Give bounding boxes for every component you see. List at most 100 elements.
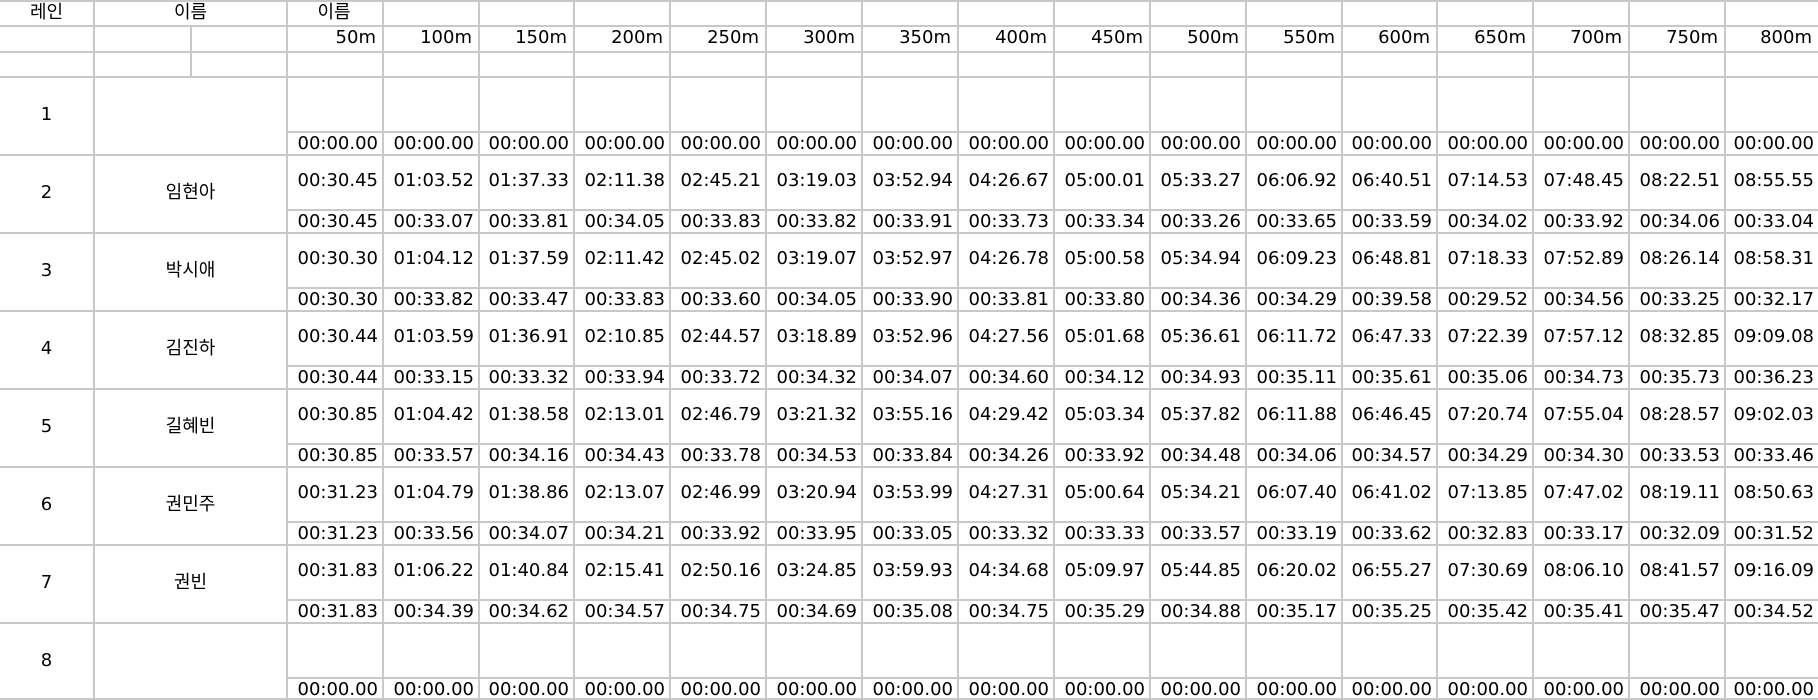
lane-number[interactable]: 4 (40, 338, 53, 359)
cumulative-time[interactable]: 06:11.88 (1256, 404, 1338, 425)
cumulative-time[interactable]: 07:55.04 (1543, 404, 1625, 425)
split-time[interactable]: 00:00.00 (1160, 133, 1242, 154)
cumulative-time[interactable]: 06:41.02 (1351, 482, 1433, 503)
cumulative-time[interactable]: 09:02.03 (1733, 404, 1815, 425)
cumulative-time[interactable]: 05:00.01 (1064, 170, 1146, 191)
split-time[interactable]: 00:34.26 (968, 445, 1050, 466)
cumulative-time[interactable]: 01:37.59 (488, 248, 570, 269)
lane-number[interactable]: 5 (40, 416, 53, 437)
header-distance[interactable]: 300m (803, 27, 855, 48)
split-time[interactable]: 00:35.06 (1447, 367, 1529, 388)
cumulative-time[interactable]: 03:19.07 (776, 248, 858, 269)
split-time[interactable]: 00:32.09 (1639, 523, 1721, 544)
header-distance[interactable]: 800m (1760, 27, 1812, 48)
split-time[interactable]: 00:34.05 (776, 289, 858, 310)
cumulative-time[interactable]: 03:52.96 (872, 326, 954, 347)
split-time[interactable]: 00:33.04 (1733, 211, 1815, 232)
split-time[interactable]: 00:34.39 (393, 601, 475, 622)
cumulative-time[interactable]: 03:24.85 (776, 560, 858, 581)
cumulative-time[interactable]: 05:34.94 (1160, 248, 1242, 269)
split-time[interactable]: 00:33.95 (776, 523, 858, 544)
split-time[interactable]: 00:00.00 (393, 679, 475, 700)
split-time[interactable]: 00:00.00 (1447, 133, 1529, 154)
cumulative-time[interactable]: 03:18.89 (776, 326, 858, 347)
split-time[interactable]: 00:34.57 (1351, 445, 1433, 466)
cumulative-time[interactable]: 08:32.85 (1639, 326, 1721, 347)
split-time[interactable]: 00:33.81 (488, 211, 570, 232)
split-time[interactable]: 00:34.12 (1064, 367, 1146, 388)
split-time[interactable]: 00:00.00 (1351, 133, 1433, 154)
split-time[interactable]: 00:00.00 (680, 679, 762, 700)
split-time[interactable]: 00:34.56 (1543, 289, 1625, 310)
split-time[interactable]: 00:00.00 (1639, 679, 1721, 700)
split-time[interactable]: 00:34.48 (1160, 445, 1242, 466)
split-time[interactable]: 00:00.00 (297, 679, 379, 700)
split-time[interactable]: 00:33.34 (1064, 211, 1146, 232)
split-time[interactable]: 00:34.53 (776, 445, 858, 466)
header-distance[interactable]: 400m (995, 27, 1047, 48)
cumulative-time[interactable]: 00:30.85 (297, 404, 379, 425)
split-time[interactable]: 00:30.30 (297, 289, 379, 310)
split-time[interactable]: 00:00.00 (488, 679, 570, 700)
split-time[interactable]: 00:33.78 (680, 445, 762, 466)
split-time[interactable]: 00:33.83 (680, 211, 762, 232)
cumulative-time[interactable]: 06:46.45 (1351, 404, 1433, 425)
cumulative-time[interactable]: 01:04.79 (393, 482, 475, 503)
cumulative-time[interactable]: 00:30.44 (297, 326, 379, 347)
cumulative-time[interactable]: 07:30.69 (1447, 560, 1529, 581)
split-time[interactable]: 00:31.23 (297, 523, 379, 544)
header-distance[interactable]: 500m (1187, 27, 1239, 48)
split-time[interactable]: 00:34.52 (1733, 601, 1815, 622)
split-time[interactable]: 00:36.23 (1733, 367, 1815, 388)
split-time[interactable]: 00:34.06 (1639, 211, 1721, 232)
split-time[interactable]: 00:00.00 (968, 133, 1050, 154)
cumulative-time[interactable]: 01:03.59 (393, 326, 475, 347)
split-time[interactable]: 00:33.57 (1160, 523, 1242, 544)
cumulative-time[interactable]: 01:40.84 (488, 560, 570, 581)
cumulative-time[interactable]: 03:53.99 (872, 482, 954, 503)
cumulative-time[interactable]: 02:11.38 (584, 170, 666, 191)
cumulative-time[interactable]: 04:26.78 (968, 248, 1050, 269)
header-distance[interactable]: 350m (899, 27, 951, 48)
cumulative-time[interactable]: 05:01.68 (1064, 326, 1146, 347)
cumulative-time[interactable]: 06:11.72 (1256, 326, 1338, 347)
cumulative-time[interactable]: 05:00.64 (1064, 482, 1146, 503)
split-time[interactable]: 00:30.45 (297, 211, 379, 232)
split-time[interactable]: 00:33.25 (1639, 289, 1721, 310)
cumulative-time[interactable]: 07:18.33 (1447, 248, 1529, 269)
cumulative-time[interactable]: 07:20.74 (1447, 404, 1529, 425)
cumulative-time[interactable]: 02:13.07 (584, 482, 666, 503)
split-time[interactable]: 00:00.00 (680, 133, 762, 154)
cumulative-time[interactable]: 01:04.42 (393, 404, 475, 425)
cumulative-time[interactable]: 08:19.11 (1639, 482, 1721, 503)
split-time[interactable]: 00:32.83 (1447, 523, 1529, 544)
cumulative-time[interactable]: 08:50.63 (1733, 482, 1815, 503)
swimmer-name[interactable]: 길혜빈 (165, 416, 216, 437)
cumulative-time[interactable]: 05:03.34 (1064, 404, 1146, 425)
split-time[interactable]: 00:34.75 (968, 601, 1050, 622)
split-time[interactable]: 00:34.06 (1256, 445, 1338, 466)
cumulative-time[interactable]: 03:52.94 (872, 170, 954, 191)
cumulative-time[interactable]: 01:36.91 (488, 326, 570, 347)
cumulative-time[interactable]: 06:07.40 (1256, 482, 1338, 503)
cumulative-time[interactable]: 06:48.81 (1351, 248, 1433, 269)
cumulative-time[interactable]: 08:55.55 (1733, 170, 1815, 191)
cumulative-time[interactable]: 03:19.03 (776, 170, 858, 191)
cumulative-time[interactable]: 05:34.21 (1160, 482, 1242, 503)
header-distance[interactable]: 550m (1283, 27, 1335, 48)
swimmer-name[interactable]: 김진하 (165, 338, 216, 359)
split-time[interactable]: 00:33.19 (1256, 523, 1338, 544)
header-distance[interactable]: 200m (611, 27, 663, 48)
cumulative-time[interactable]: 06:09.23 (1256, 248, 1338, 269)
cumulative-time[interactable]: 04:27.31 (968, 482, 1050, 503)
split-time[interactable]: 00:00.00 (1733, 133, 1815, 154)
split-time[interactable]: 00:33.15 (393, 367, 475, 388)
split-time[interactable]: 00:35.25 (1351, 601, 1433, 622)
split-time[interactable]: 00:33.90 (872, 289, 954, 310)
split-time[interactable]: 00:34.36 (1160, 289, 1242, 310)
cumulative-time[interactable]: 08:41.57 (1639, 560, 1721, 581)
split-time[interactable]: 00:35.61 (1351, 367, 1433, 388)
split-time[interactable]: 00:33.26 (1160, 211, 1242, 232)
split-time[interactable]: 00:33.82 (776, 211, 858, 232)
split-time[interactable]: 00:34.88 (1160, 601, 1242, 622)
